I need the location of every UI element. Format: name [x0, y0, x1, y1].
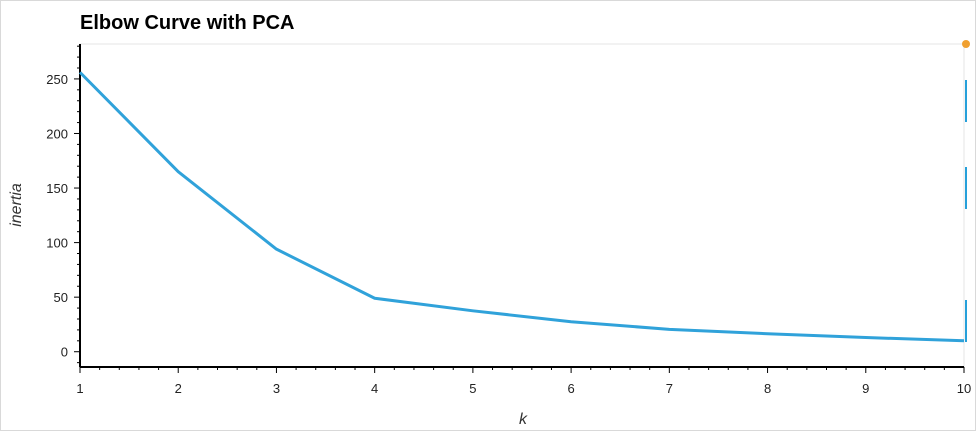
x-axis-label: k — [519, 411, 528, 428]
inertia-line — [78, 71, 965, 343]
x-tick-label: 10 — [957, 381, 971, 396]
x-tick-label: 6 — [567, 381, 574, 396]
x-tick-label: 2 — [175, 381, 182, 396]
x-tick-label: 1 — [76, 381, 83, 396]
reset-tool-icon[interactable] — [965, 300, 967, 342]
y-axis: 0 50 100 150 200 250 — [46, 44, 81, 367]
x-tick-label: 5 — [469, 381, 476, 396]
box-zoom-tool-icon[interactable] — [965, 167, 967, 209]
x-tick-label: 3 — [273, 381, 280, 396]
x-axis: 1 2 3 4 5 6 7 8 9 10 — [76, 366, 971, 396]
bokeh-logo-icon — [962, 40, 970, 48]
series-inertia — [78, 71, 965, 343]
x-tick-label: 7 — [666, 381, 673, 396]
x-tick-label: 8 — [764, 381, 771, 396]
x-tick-label: 4 — [371, 381, 378, 396]
plot-area — [79, 43, 965, 368]
y-tick-label: 150 — [46, 181, 68, 196]
y-tick-label: 0 — [61, 345, 68, 360]
plot-toolbar — [960, 40, 976, 360]
x-tick-label: 9 — [862, 381, 869, 396]
y-tick-label: 50 — [54, 290, 68, 305]
pan-tool-icon[interactable] — [965, 80, 967, 122]
y-tick-label: 100 — [46, 236, 68, 251]
chart-title: Elbow Curve with PCA — [80, 12, 294, 34]
y-tick-label: 200 — [46, 126, 68, 141]
y-tick-label: 250 — [46, 72, 68, 87]
y-axis-label: inertia — [8, 183, 25, 227]
